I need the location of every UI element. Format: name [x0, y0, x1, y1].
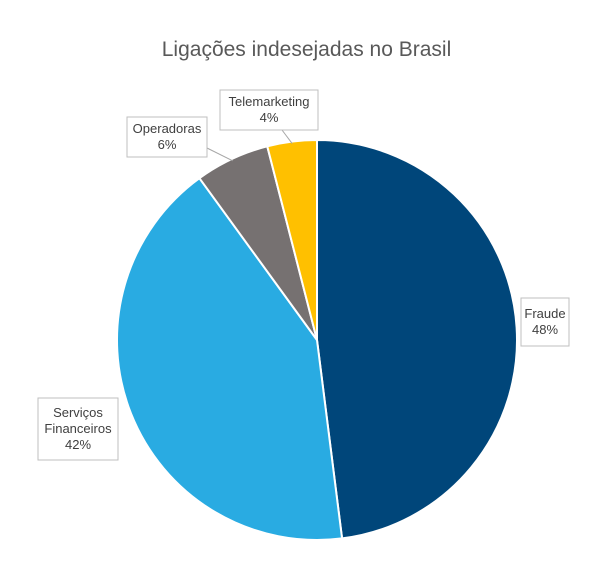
chart-title: Ligações indesejadas no Brasil	[161, 38, 452, 61]
data-label-box	[126, 116, 208, 158]
pie-slices	[116, 138, 518, 541]
data-label-value: 42%	[65, 437, 91, 452]
leader-line	[281, 129, 293, 144]
data-label-category: Operadoras	[133, 121, 202, 136]
leader-line	[206, 147, 233, 162]
pie-slice-fraude	[316, 138, 518, 540]
pie-slice-servi-os-financeiros	[116, 176, 344, 541]
data-label-value: 48%	[532, 322, 558, 337]
data-label-box	[37, 397, 119, 461]
data-label-box	[219, 89, 319, 131]
data-label-category: Telemarketing	[229, 94, 310, 109]
data-label-category: Financeiros	[44, 421, 112, 436]
data-label-value: 4%	[260, 110, 279, 125]
data-label-value: 6%	[158, 137, 177, 152]
pie-slice-telemarketing	[266, 138, 318, 341]
data-label-category: Fraude	[524, 306, 565, 321]
data-label-category: Serviços	[53, 405, 103, 420]
data-label-box	[520, 297, 570, 347]
